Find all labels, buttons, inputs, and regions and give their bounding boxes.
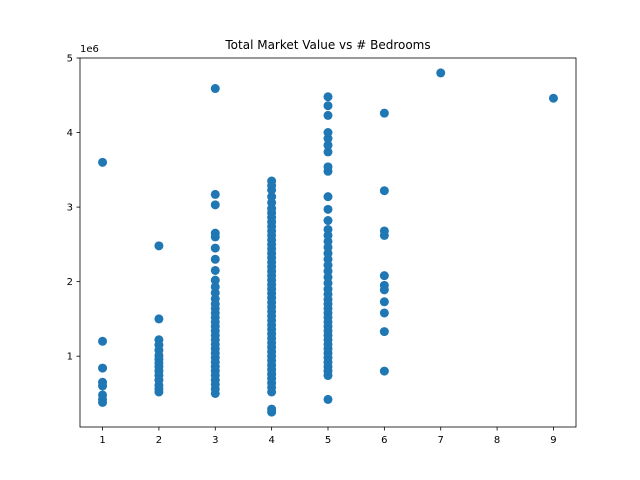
x-tick-label: 4 bbox=[268, 435, 274, 446]
data-point bbox=[323, 216, 333, 226]
data-point bbox=[379, 280, 389, 290]
chart-title: Total Market Value vs # Bedrooms bbox=[224, 38, 430, 52]
data-point bbox=[323, 224, 333, 234]
data-point bbox=[98, 377, 108, 387]
data-point bbox=[98, 336, 108, 346]
data-point bbox=[379, 327, 389, 337]
data-point bbox=[267, 176, 277, 186]
x-tick-label: 7 bbox=[438, 435, 444, 446]
y-tick-label: 4 bbox=[67, 128, 73, 139]
data-point bbox=[323, 101, 333, 111]
data-point bbox=[379, 271, 389, 281]
data-point bbox=[154, 335, 164, 345]
data-point bbox=[210, 265, 220, 275]
x-tick-label: 2 bbox=[156, 435, 162, 446]
data-point bbox=[154, 241, 164, 251]
data-point bbox=[267, 192, 277, 202]
data-point bbox=[379, 226, 389, 236]
data-point bbox=[154, 314, 164, 324]
x-tick-label: 5 bbox=[325, 435, 331, 446]
y-tick-label: 2 bbox=[67, 277, 73, 288]
data-point bbox=[379, 297, 389, 307]
data-point bbox=[323, 92, 333, 102]
data-point bbox=[323, 394, 333, 404]
data-point bbox=[323, 140, 333, 150]
data-point bbox=[379, 186, 389, 196]
data-point bbox=[323, 204, 333, 214]
data-point bbox=[210, 254, 220, 264]
data-point bbox=[267, 404, 277, 414]
axes: 1 2 3 4 5 6 7 8 9 1 2 3 4 5 bbox=[67, 54, 577, 446]
data-point bbox=[436, 68, 446, 78]
data-point bbox=[210, 84, 220, 94]
y-tick-label: 3 bbox=[67, 203, 73, 214]
data-point bbox=[98, 157, 108, 167]
data-point bbox=[210, 275, 220, 285]
data-point bbox=[323, 147, 333, 157]
data-point bbox=[323, 162, 333, 172]
data-point bbox=[98, 363, 108, 373]
data-point bbox=[548, 93, 558, 103]
data-point bbox=[210, 243, 220, 253]
data-point bbox=[323, 128, 333, 138]
x-tick-label: 8 bbox=[494, 435, 500, 446]
x-tick-label: 1 bbox=[99, 435, 105, 446]
data-point bbox=[379, 108, 389, 118]
data-point bbox=[323, 110, 333, 120]
y-axis-offset-label: 1e6 bbox=[80, 44, 99, 55]
x-tick-label: 9 bbox=[550, 435, 556, 446]
data-point bbox=[210, 282, 220, 292]
data-point bbox=[210, 189, 220, 199]
data-point bbox=[210, 228, 220, 238]
data-point bbox=[210, 200, 220, 210]
data-point bbox=[379, 366, 389, 376]
y-tick-label: 1 bbox=[67, 352, 73, 363]
x-tick-label: 6 bbox=[381, 435, 387, 446]
y-tick-label: 5 bbox=[67, 54, 73, 65]
data-point bbox=[98, 390, 108, 400]
data-point bbox=[379, 308, 389, 318]
data-points bbox=[98, 68, 558, 417]
data-point bbox=[323, 192, 333, 202]
x-tick-label: 3 bbox=[212, 435, 218, 446]
